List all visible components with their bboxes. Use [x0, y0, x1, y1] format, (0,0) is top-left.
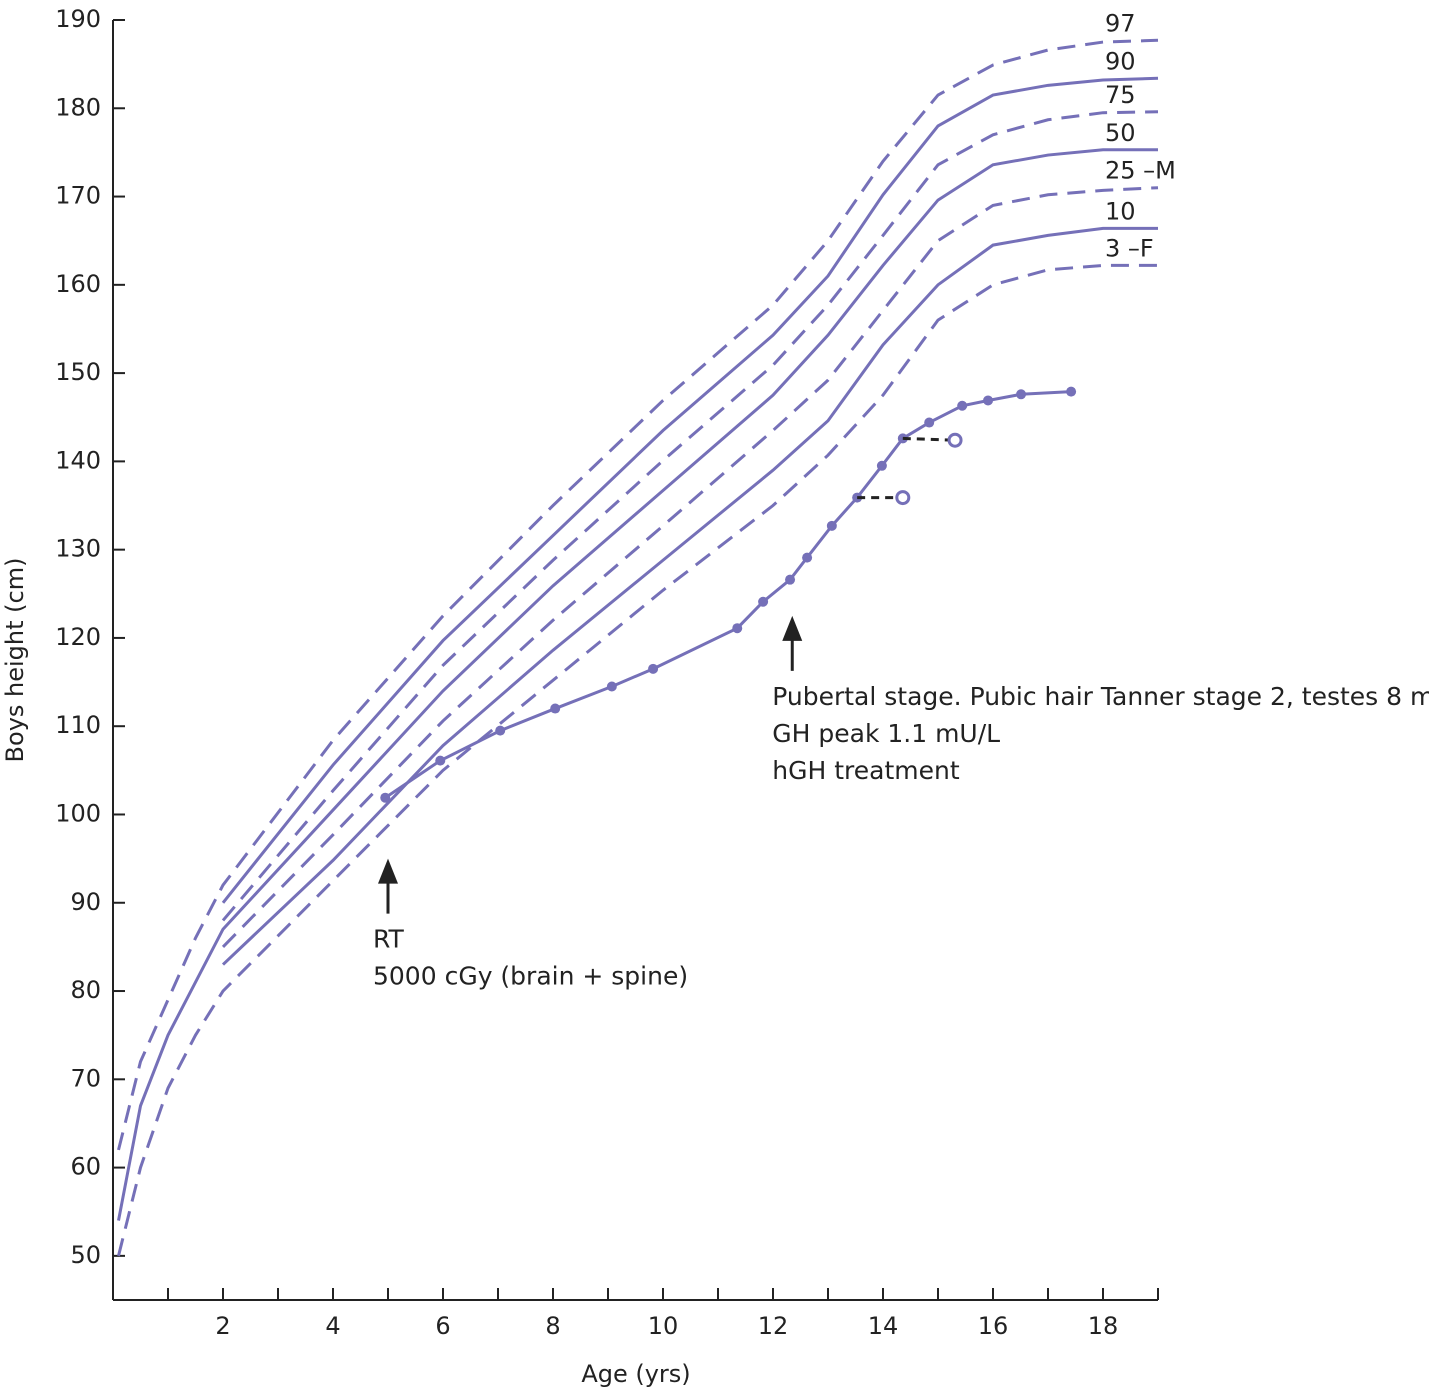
legend-label: 50: [1105, 119, 1136, 147]
patient-point: [435, 755, 446, 766]
patient-point: [1066, 386, 1077, 397]
y-tick-label: 140: [55, 446, 101, 474]
y-tick-label: 150: [55, 358, 101, 386]
annotation: RT: [373, 925, 405, 954]
patient-point: [380, 792, 391, 803]
x-tick-label: 6: [435, 1312, 450, 1340]
patient-point: [758, 596, 769, 607]
patient-point: [495, 725, 506, 736]
annotation: Pubertal stage. Pubic hair Tanner stage …: [772, 682, 1429, 711]
x-tick-label: 8: [545, 1312, 560, 1340]
y-tick-label: 60: [70, 1153, 101, 1181]
y-tick-label: 80: [70, 976, 101, 1004]
y-tick-label: 180: [55, 93, 101, 121]
legend-label: 90: [1105, 47, 1136, 75]
legend-label: 25 –M: [1105, 157, 1176, 185]
x-tick-label: 16: [978, 1312, 1009, 1340]
x-tick-label: 18: [1088, 1312, 1119, 1340]
y-tick-label: 120: [55, 623, 101, 651]
x-tick-label: 12: [758, 1312, 789, 1340]
annotation: hGH treatment: [772, 756, 960, 785]
y-tick-label: 170: [55, 182, 101, 210]
patient-point: [606, 681, 617, 692]
y-tick-label: 160: [55, 270, 101, 298]
y-tick-label: 110: [55, 711, 101, 739]
y-tick-label: 70: [70, 1064, 101, 1092]
patient-point: [983, 395, 994, 406]
patient-point: [826, 520, 837, 531]
percentile-line: [117, 38, 1159, 1151]
y-tick-label: 130: [55, 535, 101, 563]
patient-point: [732, 623, 743, 634]
patient-point: [876, 460, 887, 471]
y-tick-label: 90: [70, 888, 101, 916]
percentile-line: [117, 263, 1158, 1257]
annotation: GH peak 1.1 mU/L: [772, 719, 1000, 748]
y-axis-label: Boys height (cm): [1, 558, 29, 763]
arrow-head: [378, 858, 398, 884]
patient-point: [550, 703, 561, 714]
y-tick-label: 100: [55, 799, 101, 827]
annotation: 5000 cGy (brain + spine): [373, 962, 688, 991]
patient-point: [1016, 389, 1027, 400]
x-tick-label: 2: [215, 1312, 230, 1340]
percentile-line: [221, 186, 1159, 948]
patient-point: [924, 417, 935, 428]
legend-label: 75: [1105, 81, 1136, 109]
y-tick-label: 190: [55, 5, 101, 33]
x-tick-label: 14: [868, 1312, 899, 1340]
patient-point: [957, 400, 968, 411]
patient-point: [802, 552, 813, 563]
y-tick-label: 50: [70, 1241, 101, 1269]
legend-label: 97: [1105, 9, 1136, 37]
offset-line: [902, 436, 956, 442]
patient-point: [785, 574, 796, 585]
x-tick-label: 10: [648, 1312, 679, 1340]
percentile-line: [221, 110, 1159, 922]
legend-label: 3 –F: [1105, 234, 1154, 262]
offset-point: [895, 490, 911, 506]
percentile-line: [117, 148, 1158, 1221]
offset-point: [947, 432, 963, 448]
x-tick-label: 4: [325, 1312, 340, 1340]
patient-point: [648, 663, 659, 674]
x-axis-label: Age (yrs): [581, 1360, 690, 1388]
arrow-head: [782, 615, 803, 641]
percentile-line: [221, 76, 1159, 904]
percentile-line: [221, 226, 1158, 966]
legend-label: 10: [1105, 197, 1136, 225]
